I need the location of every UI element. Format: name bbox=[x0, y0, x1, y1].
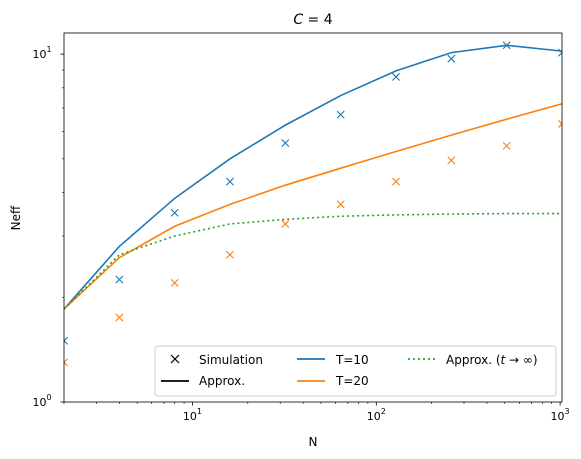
simulation-point-t10 bbox=[281, 139, 290, 148]
x-axis-label: N bbox=[309, 435, 318, 449]
legend-entry-simulation: Simulation bbox=[170, 353, 263, 367]
legend-label-approx: Approx. bbox=[199, 374, 245, 388]
simulation-point-t10 bbox=[558, 48, 562, 57]
series-line-asymptote bbox=[64, 212, 562, 310]
x-tick-label-exp: 1 bbox=[197, 407, 202, 416]
x-tick-label-exp: 2 bbox=[381, 407, 386, 416]
x-axis: 101 102 103 bbox=[63, 402, 570, 423]
plot-frame bbox=[63, 32, 563, 403]
y-tick-label: 101 bbox=[32, 45, 51, 61]
series-line-t10 bbox=[64, 44, 562, 310]
legend: Simulation Approx. T=10 T=20 Approx. (t … bbox=[154, 345, 557, 397]
x-tick-label: 101 bbox=[183, 407, 202, 423]
simulation-point-t20 bbox=[558, 119, 562, 128]
simulation-point-t10 bbox=[447, 54, 456, 63]
simulation-point-t20 bbox=[281, 219, 290, 228]
legend-entry-t20: T=20 bbox=[297, 374, 369, 388]
x-tick-label-exp: 3 bbox=[565, 407, 570, 416]
x-tick-label-base: 10 bbox=[551, 410, 565, 423]
simulation-point-t10 bbox=[336, 110, 345, 119]
legend-entry-asymptote: Approx. (t → ∞) bbox=[408, 353, 538, 367]
x-tick-label: 103 bbox=[551, 407, 570, 423]
simulation-point-t10 bbox=[64, 336, 68, 345]
legend-label-simulation: Simulation bbox=[199, 353, 263, 367]
x-tick-label-base: 10 bbox=[367, 410, 381, 423]
legend-label-asymptote-post: → ∞) bbox=[505, 353, 537, 367]
y-tick-label-exp: 0 bbox=[46, 393, 51, 402]
legend-label-asymptote-pre: Approx. ( bbox=[446, 353, 501, 367]
simulation-point-t20 bbox=[170, 278, 179, 287]
legend-entry-approx: Approx. bbox=[161, 374, 245, 388]
x-tick-label-base: 10 bbox=[183, 410, 197, 423]
chart-title: C = 4 bbox=[293, 12, 332, 28]
simulation-point-t20 bbox=[336, 200, 345, 209]
simulation-point-t20 bbox=[64, 358, 68, 367]
chart-title-rest: = 4 bbox=[303, 12, 333, 28]
simulation-point-t10 bbox=[226, 177, 234, 186]
chart-title-var: C bbox=[293, 12, 303, 28]
simulation-point-t20 bbox=[392, 177, 400, 186]
y-tick-label-base: 10 bbox=[32, 396, 46, 409]
legend-entry-t10: T=10 bbox=[297, 353, 369, 367]
simulation-point-t20 bbox=[502, 141, 511, 150]
legend-label-t20: T=20 bbox=[335, 374, 369, 388]
plot-area bbox=[64, 41, 562, 367]
legend-box bbox=[154, 345, 557, 397]
simulation-point-t10 bbox=[170, 208, 179, 217]
simulation-point-t20 bbox=[226, 250, 234, 259]
legend-label-asymptote-var: t bbox=[501, 353, 507, 367]
y-tick-label: 100 bbox=[32, 393, 51, 409]
simulation-point-t20 bbox=[447, 156, 456, 165]
legend-label-t10: T=10 bbox=[335, 353, 369, 367]
legend-label-asymptote: Approx. (t → ∞) bbox=[446, 353, 538, 367]
legend-marker-x bbox=[170, 354, 180, 364]
simulation-point-t10 bbox=[502, 41, 511, 50]
simulation-point-t10 bbox=[115, 275, 124, 284]
simulation-point-t10 bbox=[392, 72, 400, 81]
series-line-t20 bbox=[64, 102, 562, 310]
y-axis-label: Neff bbox=[9, 205, 23, 230]
y-tick-label-exp: 1 bbox=[46, 45, 51, 54]
simulation-point-t20 bbox=[115, 313, 124, 322]
x-tick-label: 102 bbox=[367, 407, 386, 423]
y-tick-label-base: 10 bbox=[32, 48, 46, 61]
